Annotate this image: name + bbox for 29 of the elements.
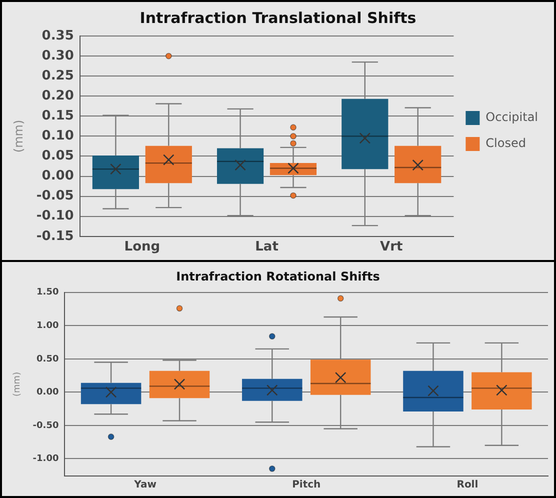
x-tick-label: Pitch — [292, 480, 321, 491]
y-tick-label: 0.00 — [36, 388, 59, 398]
x-tick-label: Vrt — [380, 240, 403, 255]
y-tick-label: 0.00 — [42, 168, 74, 184]
y-tick-label: 0.05 — [42, 148, 74, 164]
y-tick-label: -0.15 — [36, 228, 74, 244]
chart-title: Intrafraction Translational Shifts — [140, 8, 416, 27]
y-tick-label: -1.00 — [32, 454, 59, 464]
y-tick-label: 0.30 — [42, 48, 74, 64]
y-tick-label: 0.50 — [36, 354, 59, 364]
y-tick-label: 0.25 — [42, 68, 74, 84]
x-tick-label: Long — [124, 240, 160, 255]
x-tick-label: Roll — [456, 480, 478, 491]
y-tick-label: 0.15 — [42, 108, 74, 124]
y-tick-label: -0.10 — [36, 208, 74, 224]
chart-title: Intrafraction Rotational Shifts — [176, 269, 380, 284]
legend-label: Occipital — [486, 110, 538, 124]
y-tick-label: -0.05 — [36, 188, 74, 204]
y-tick-label: 0.10 — [42, 128, 74, 144]
y-axis-title: (mm) — [11, 120, 26, 153]
x-tick-label: Lat — [255, 240, 278, 255]
y-tick-label: 0.20 — [42, 88, 74, 104]
x-tick-label: Yaw — [133, 480, 156, 491]
y-tick-label: 0.35 — [42, 28, 74, 44]
y-tick-label: -0.50 — [32, 420, 59, 431]
y-tick-label: 1.00 — [36, 321, 59, 332]
legend-label: Closed — [486, 136, 526, 150]
y-axis-title: (mm) — [12, 372, 23, 396]
y-tick-label: 1.50 — [36, 288, 59, 298]
